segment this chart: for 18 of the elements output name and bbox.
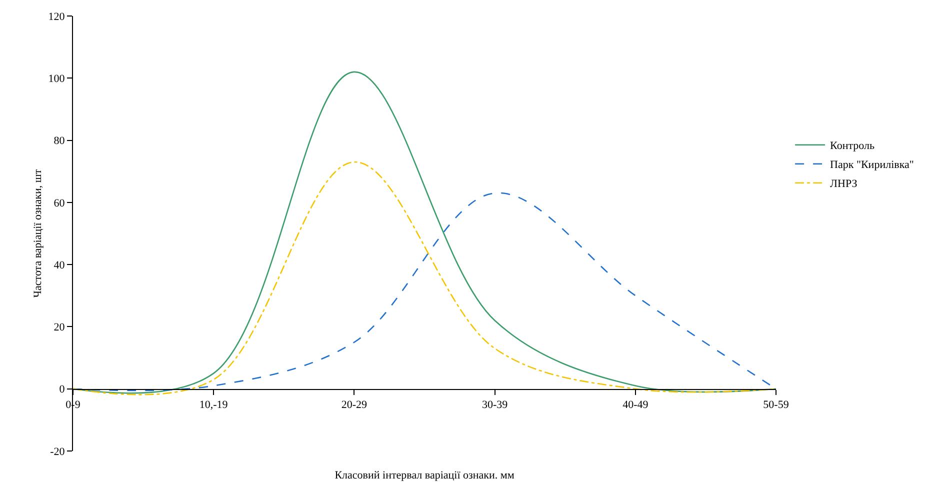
legend-label: Контроль xyxy=(830,140,875,152)
legend-label: ЛНРЗ xyxy=(830,178,858,190)
y-tick-label: 120 xyxy=(48,10,66,23)
x-tick-label: 40-49 xyxy=(622,399,649,412)
y-tick-label: 20 xyxy=(54,322,66,334)
x-tick-label: 50-59 xyxy=(763,399,790,412)
legend-label: Парк "Кирилівка" xyxy=(830,159,914,172)
x-tick-label: 30-39 xyxy=(482,399,508,412)
y-tick-label: 100 xyxy=(48,72,66,85)
y-tick-label: 40 xyxy=(54,259,66,272)
y-tick-label: 0 xyxy=(59,384,66,396)
x-tick-label: 10,-19 xyxy=(199,399,228,412)
x-axis-title: Класовий інтервал варіації ознаки. мм xyxy=(334,469,514,482)
y-axis-title: Частота варіації ознаки, шт xyxy=(32,169,44,298)
y-tick-label: 80 xyxy=(54,135,66,148)
x-tick-label: 20-29 xyxy=(341,399,368,412)
y-tick-label: -20 xyxy=(50,446,66,458)
y-tick-label: 60 xyxy=(54,197,66,210)
